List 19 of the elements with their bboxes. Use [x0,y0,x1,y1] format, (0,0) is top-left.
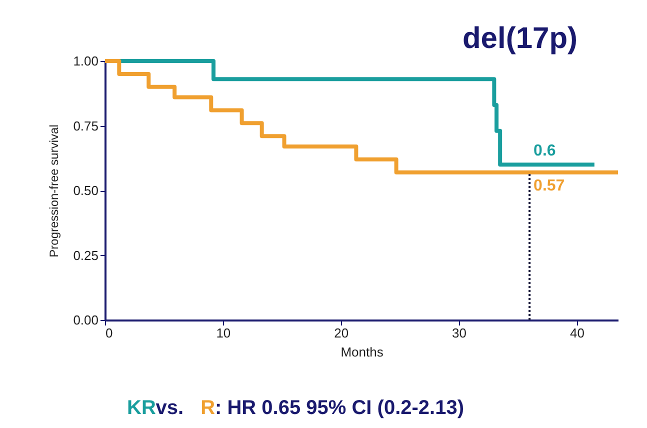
x-tick-label: 10 [216,326,231,340]
x-tick-label: 40 [570,326,584,340]
y-tick-label: 0.00 [73,312,98,328]
chart-title: del(17p) [462,22,578,55]
text: vs. [156,397,184,419]
x-tick-label: 30 [452,326,467,340]
y-axis-title: Progression-free survival [47,124,62,258]
text: R [200,397,216,419]
x-tick-label: 0 [106,326,113,340]
text: KR [127,397,156,419]
y-tick-label: 1.00 [73,54,98,68]
text: : HR 0.65 95% CI (0.2-2.13) [215,397,464,419]
x-axis-title: Months [340,344,384,360]
annotation: 0.6 [534,142,556,160]
y-tick-label: 0.50 [73,183,98,198]
x-tick-label: 20 [334,326,349,340]
annotation: 0.57 [534,177,565,194]
y-tick-label: 0.75 [73,118,98,134]
y-tick-label: 0.25 [73,248,98,263]
